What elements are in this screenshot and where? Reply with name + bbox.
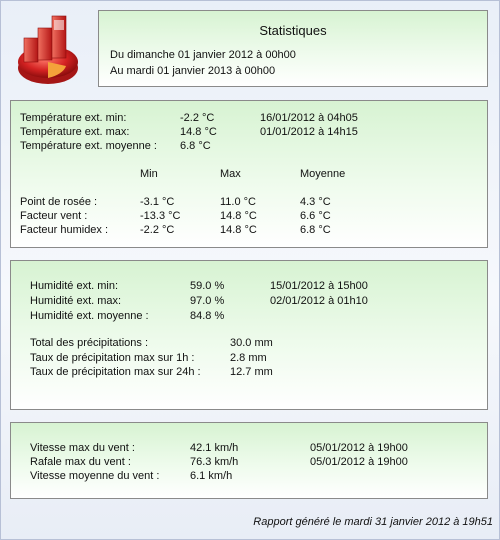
humidity-max-date: 02/01/2012 à 01h10 — [270, 295, 368, 307]
rain-total-label: Total des précipitations : — [30, 337, 149, 349]
humidity-max-value: 97.0 % — [190, 295, 225, 307]
wind-gust-date: 05/01/2012 à 19h00 — [310, 456, 408, 468]
humidex-avg: 6.8 °C — [300, 224, 331, 236]
humidity-min-label: Humidité ext. min: — [30, 280, 119, 292]
temp-avg-value: 6.8 °C — [180, 140, 211, 152]
wind-gust-value: 76.3 km/h — [190, 456, 239, 468]
humidity-avg-value: 84.8 % — [190, 310, 225, 322]
col-header-min: Min — [140, 168, 158, 180]
dewpoint-min: -3.1 °C — [140, 196, 175, 208]
temperature-panel: Température ext. min: -2.2 °C 16/01/2012… — [10, 100, 488, 248]
humidity-avg-label: Humidité ext. moyenne : — [30, 310, 149, 322]
temp-min-value: -2.2 °C — [180, 112, 215, 124]
wind-avg-value: 6.1 km/h — [190, 470, 233, 482]
temp-min-label: Température ext. min: — [20, 112, 127, 124]
humidity-min-date: 15/01/2012 à 15h00 — [270, 280, 368, 292]
statistics-chart-icon — [18, 15, 78, 84]
temp-min-date: 16/01/2012 à 04h05 — [260, 112, 358, 124]
temp-max-label: Température ext. max: — [20, 126, 130, 138]
humidex-min: -2.2 °C — [140, 224, 175, 236]
report-generated-footer: Rapport généré le mardi 31 janvier 2012 … — [253, 516, 493, 528]
header-panel: Statistiques Du dimanche 01 janvier 2012… — [98, 10, 488, 87]
rain-rate-1h-value: 2.8 mm — [230, 352, 267, 364]
temp-max-value: 14.8 °C — [180, 126, 217, 138]
windchill-avg: 6.6 °C — [300, 210, 331, 222]
dewpoint-max: 11.0 °C — [220, 196, 256, 208]
wind-panel: Vitesse max du vent : 42.1 km/h 05/01/20… — [10, 422, 488, 499]
humidity-panel: Humidité ext. min: 59.0 % 15/01/2012 à 1… — [10, 260, 488, 410]
humidity-max-label: Humidité ext. max: — [30, 295, 122, 307]
humidex-max: 14.8 °C — [220, 224, 257, 236]
wind-max-date: 05/01/2012 à 19h00 — [310, 442, 408, 454]
wind-max-value: 42.1 km/h — [190, 442, 239, 454]
windchill-max: 14.8 °C — [220, 210, 257, 222]
dewpoint-label: Point de rosée : — [20, 196, 98, 208]
windchill-min: -13.3 °C — [140, 210, 181, 222]
period-to: Au mardi 01 janvier 2013 à 00h00 — [110, 65, 276, 77]
rain-rate-1h-label: Taux de précipitation max sur 1h : — [30, 352, 195, 364]
col-header-max: Max — [220, 168, 241, 180]
page-title: Statistiques — [259, 23, 327, 38]
wind-max-label: Vitesse max du vent : — [30, 442, 135, 454]
col-header-avg: Moyenne — [300, 168, 346, 180]
wind-gust-label: Rafale max du vent : — [30, 456, 131, 468]
rain-rate-24h-value: 12.7 mm — [230, 366, 273, 378]
temp-avg-label: Température ext. moyenne : — [20, 140, 157, 152]
wind-avg-label: Vitesse moyenne du vent : — [30, 470, 160, 482]
rain-rate-24h-label: Taux de précipitation max sur 24h : — [30, 366, 201, 378]
humidex-label: Facteur humidex : — [20, 224, 109, 236]
temp-max-date: 01/01/2012 à 14h15 — [260, 126, 358, 138]
rain-total-value: 30.0 mm — [230, 337, 273, 349]
windchill-label: Facteur vent : — [20, 210, 88, 222]
dewpoint-avg: 4.3 °C — [300, 196, 331, 208]
period-from: Du dimanche 01 janvier 2012 à 00h00 — [110, 49, 296, 61]
humidity-min-value: 59.0 % — [190, 280, 225, 292]
